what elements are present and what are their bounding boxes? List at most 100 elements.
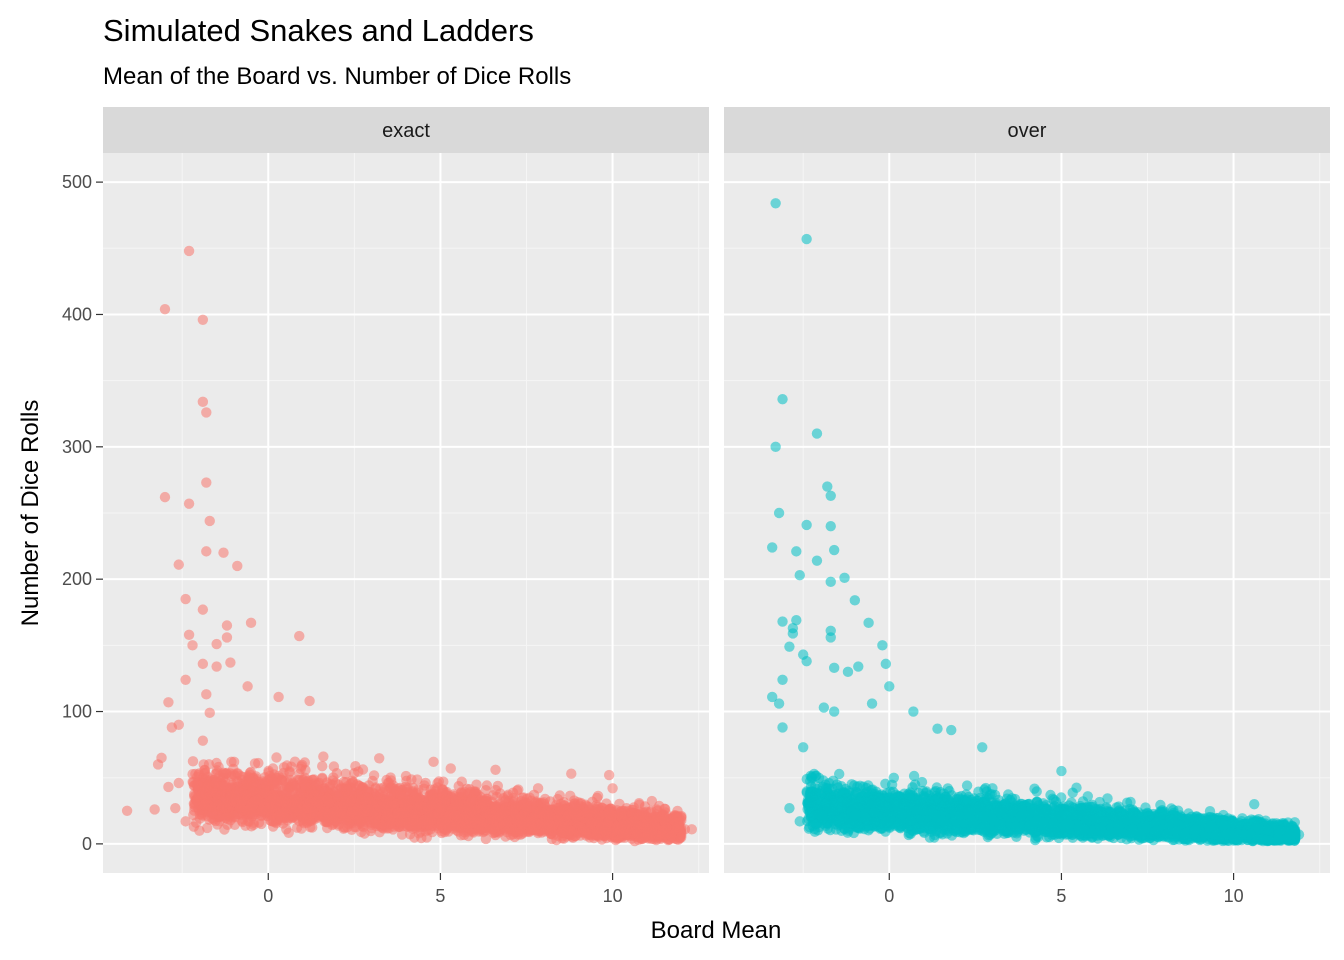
data-point [371, 820, 382, 832]
data-point [266, 803, 277, 814]
data-point [457, 788, 468, 800]
data-point [502, 791, 513, 802]
data-point [364, 804, 375, 815]
y-tick-label: 0 [82, 834, 92, 854]
data-point [308, 806, 319, 817]
y-tick-label: 100 [62, 702, 92, 722]
data-point [341, 783, 352, 795]
data-point [365, 796, 376, 807]
data-point [670, 822, 682, 833]
data-point [375, 783, 386, 794]
data-point [654, 800, 665, 812]
facet-strip-label: exact [382, 120, 430, 142]
data-point [539, 793, 551, 805]
data-point [228, 756, 240, 767]
data-point [256, 805, 268, 816]
data-point [248, 819, 259, 830]
data-point [424, 811, 435, 822]
data-point [247, 808, 259, 819]
data-point [287, 802, 298, 813]
y-tick-label: 500 [62, 172, 92, 192]
data-point [368, 770, 380, 781]
data-point [481, 795, 492, 807]
data-point [267, 821, 279, 832]
data-point [555, 798, 566, 810]
data-point [581, 807, 592, 818]
data-point [487, 823, 498, 835]
data-point [256, 818, 267, 830]
data-point [262, 775, 273, 786]
data-point [385, 772, 396, 783]
data-point [322, 822, 333, 834]
data-point [317, 761, 328, 772]
data-point [187, 756, 199, 767]
data-point [391, 785, 403, 796]
data-point [423, 819, 435, 830]
data-point [259, 787, 270, 798]
y-tick-label: 300 [62, 437, 92, 457]
y-tick-label: 200 [62, 569, 92, 589]
data-point [386, 816, 397, 827]
data-point [359, 828, 370, 839]
data-point [314, 777, 325, 788]
data-point [471, 779, 482, 790]
data-point [279, 812, 291, 824]
data-point [216, 784, 228, 796]
data-point [434, 802, 445, 813]
data-point [287, 779, 298, 791]
data-point [199, 765, 211, 776]
data-point [228, 810, 239, 822]
data-point [496, 807, 507, 818]
points-exact [121, 245, 697, 847]
data-point [374, 753, 385, 764]
data-point [400, 770, 412, 782]
data-point [427, 789, 438, 801]
data-point [485, 814, 497, 825]
data-point [213, 771, 225, 782]
data-point [263, 767, 274, 778]
data-point [323, 797, 335, 808]
data-point [554, 790, 565, 801]
y-tick-label: 400 [62, 304, 92, 324]
data-point [279, 790, 291, 801]
data-point [271, 778, 283, 789]
data-point [356, 816, 367, 828]
data-point [349, 768, 360, 779]
data-point [225, 790, 237, 802]
facet-strip [103, 107, 709, 153]
data-point [480, 785, 492, 796]
data-point [532, 783, 544, 794]
data-point [240, 789, 252, 801]
data-point [200, 782, 212, 793]
data-point [455, 813, 467, 824]
data-point [244, 774, 255, 785]
data-point [219, 824, 230, 835]
data-point [646, 795, 658, 807]
data-point [631, 828, 642, 839]
data-point [266, 794, 277, 805]
chart-subtitle: Mean of the Board vs. Number of Dice Rol… [103, 63, 571, 90]
data-point [194, 809, 205, 820]
data-point [331, 768, 342, 779]
data-point [529, 823, 540, 835]
data-point [325, 779, 336, 790]
data-point [296, 759, 308, 771]
data-point [418, 783, 430, 794]
data-point [404, 829, 416, 840]
data-point [340, 768, 351, 779]
data-point [284, 766, 295, 777]
data-point [466, 795, 478, 806]
data-point [489, 801, 501, 812]
data-point [453, 799, 464, 811]
grid-lines [103, 153, 709, 873]
chart-title: Simulated Snakes and Ladders [103, 13, 534, 48]
data-point [220, 799, 231, 810]
data-point [414, 799, 425, 811]
data-point [591, 792, 603, 804]
data-point [271, 752, 282, 763]
data-point [412, 774, 423, 785]
data-point [249, 758, 261, 769]
